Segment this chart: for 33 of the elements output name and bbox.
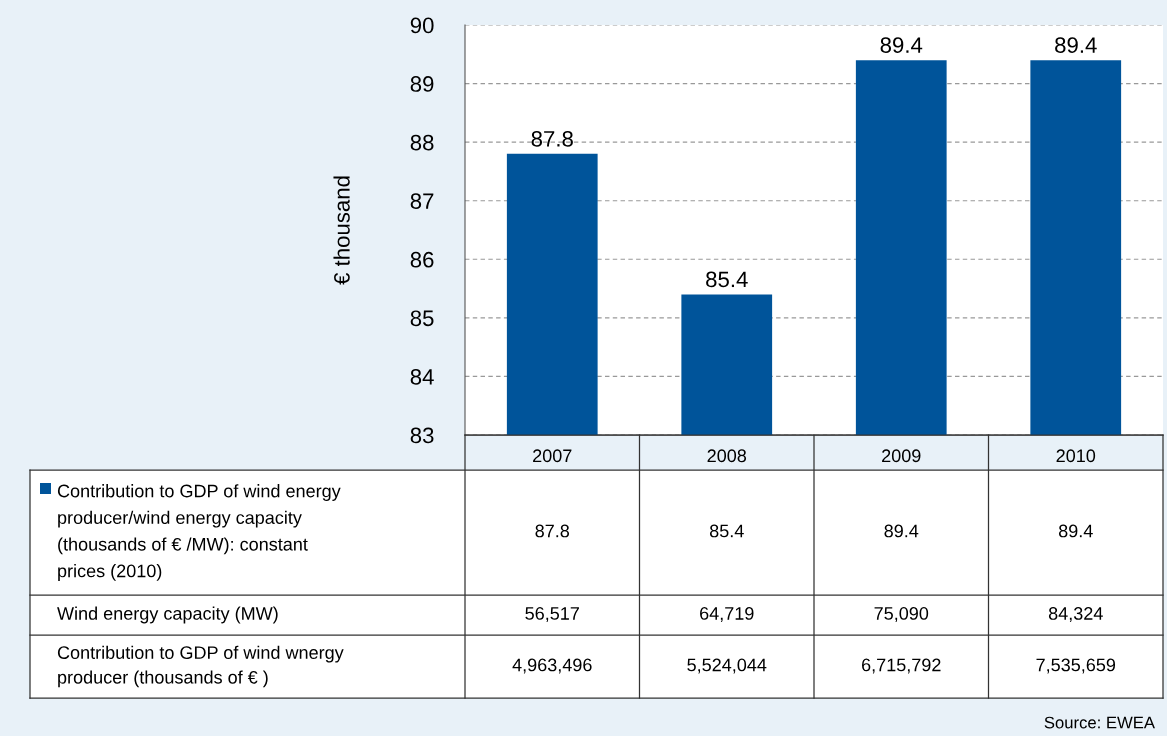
- y-tick-label: 86: [410, 251, 434, 268]
- data-label: 87.8: [531, 130, 573, 147]
- text: 89.4: [884, 524, 919, 538]
- y-tick-label: 84: [410, 368, 434, 385]
- text: 89.4: [1058, 524, 1093, 538]
- text: Wind energy capacity (MW): [57, 606, 278, 624]
- text: 56,517: [525, 607, 579, 622]
- data-label: 89.4: [1055, 37, 1097, 53]
- y-tick-label: 87: [410, 193, 434, 209]
- y-tick-label: 90: [410, 17, 434, 34]
- x-tick-label: 2009: [882, 449, 921, 463]
- text: 85.4: [709, 524, 744, 538]
- x-tick-label: 2007: [533, 449, 572, 463]
- text: 75,090: [874, 607, 929, 622]
- text: 87.8: [535, 524, 570, 538]
- y-tick-label: 88: [410, 134, 434, 151]
- text: 84,324: [1048, 607, 1103, 622]
- y-tick-label: 83: [410, 427, 434, 444]
- text: 4,963,496: [512, 658, 592, 674]
- x-tick-label: 2008: [707, 449, 747, 463]
- data-label: 89.4: [880, 37, 923, 53]
- x-tick-label: 2010: [1056, 449, 1096, 463]
- y-axis-title: € thousand: [333, 176, 350, 285]
- y-tick-label: 85: [410, 310, 434, 327]
- data-label: 85.4: [706, 271, 748, 288]
- y-tick-label: 89: [410, 76, 434, 92]
- text: 7,535,659: [1036, 658, 1116, 674]
- legend-label: Contribution to GDP of wind energy producer/wind energy capacity (thousands of € /MW): constant prices (2010): [57, 484, 341, 581]
- source-note: Source: EWEA: [1044, 716, 1155, 729]
- text: 5,524,044: [687, 658, 767, 674]
- text: 6,715,792: [862, 658, 941, 674]
- text: 64,719: [700, 607, 754, 622]
- text: Contribution to GDP of wind wnergy producer (thousands of € ): [57, 645, 344, 688]
